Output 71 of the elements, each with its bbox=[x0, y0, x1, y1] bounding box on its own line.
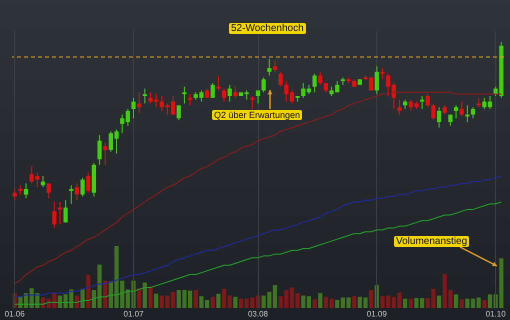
bar bbox=[436, 296, 442, 308]
candlestick bbox=[86, 172, 90, 194]
bar bbox=[312, 299, 317, 308]
candlestick bbox=[233, 86, 238, 98]
bar bbox=[233, 296, 238, 308]
candlestick bbox=[262, 76, 266, 93]
candlestick bbox=[80, 177, 85, 197]
candlestick bbox=[465, 104, 470, 123]
candlestick bbox=[442, 104, 447, 116]
candlestick bbox=[103, 142, 108, 166]
bar bbox=[460, 299, 464, 308]
candlestick bbox=[12, 188, 17, 201]
bar bbox=[318, 293, 322, 308]
candlestick bbox=[204, 88, 210, 98]
candlestick bbox=[137, 92, 142, 114]
x-tick-label: 01.10 bbox=[486, 310, 506, 318]
candlestick bbox=[431, 102, 436, 121]
candlestick bbox=[142, 88, 147, 104]
candlestick bbox=[256, 90, 260, 104]
candlestick bbox=[460, 101, 464, 117]
bar bbox=[402, 298, 408, 308]
bar bbox=[482, 300, 486, 308]
candlestick bbox=[312, 73, 317, 93]
candlestick bbox=[318, 71, 322, 86]
candlestick bbox=[97, 134, 102, 166]
candlestick bbox=[52, 202, 56, 229]
candlestick bbox=[454, 104, 458, 119]
ref-line-label: 52-Wochenhoch bbox=[229, 23, 306, 34]
candlestick bbox=[278, 71, 283, 88]
candlestick bbox=[58, 202, 62, 225]
candlestick bbox=[267, 58, 272, 76]
bar bbox=[142, 282, 147, 308]
annotation: Q2 über Erwartungen bbox=[212, 110, 302, 120]
candlestick bbox=[402, 99, 408, 110]
annotation: Volumenanstieg bbox=[394, 236, 470, 247]
candlestick bbox=[40, 175, 46, 188]
bar bbox=[454, 294, 458, 308]
bar bbox=[86, 275, 90, 308]
x-tick-label: 03.08 bbox=[248, 310, 269, 318]
candlestick bbox=[222, 88, 226, 102]
bar bbox=[210, 296, 215, 308]
bar bbox=[369, 290, 374, 308]
bar bbox=[408, 298, 413, 308]
x-tick-label: 01.07 bbox=[124, 310, 144, 318]
candlestick bbox=[46, 182, 51, 199]
candlestick bbox=[24, 182, 28, 199]
candlestick bbox=[69, 184, 74, 204]
bar bbox=[194, 290, 198, 308]
candlestick bbox=[228, 84, 232, 102]
candlestick bbox=[18, 184, 22, 196]
candlestick bbox=[210, 82, 215, 98]
candlestick bbox=[216, 75, 221, 91]
candlestick bbox=[420, 96, 424, 110]
x-tick-label: 01.09 bbox=[366, 310, 388, 318]
candlestick bbox=[436, 106, 442, 128]
bar bbox=[216, 294, 221, 308]
candlestick bbox=[74, 182, 80, 201]
bar bbox=[352, 296, 356, 308]
candlestick bbox=[397, 99, 402, 116]
bar bbox=[103, 280, 108, 308]
candlestick bbox=[374, 66, 379, 95]
candlestick bbox=[476, 97, 481, 108]
bar bbox=[137, 288, 142, 308]
candlestick bbox=[426, 94, 430, 108]
candlestick bbox=[131, 97, 136, 119]
bar bbox=[154, 294, 158, 308]
candlestick bbox=[448, 114, 453, 126]
candlestick bbox=[63, 200, 68, 223]
x-tick-label: 01.06 bbox=[4, 310, 26, 318]
candlestick bbox=[176, 104, 181, 121]
candlestick bbox=[470, 106, 476, 119]
